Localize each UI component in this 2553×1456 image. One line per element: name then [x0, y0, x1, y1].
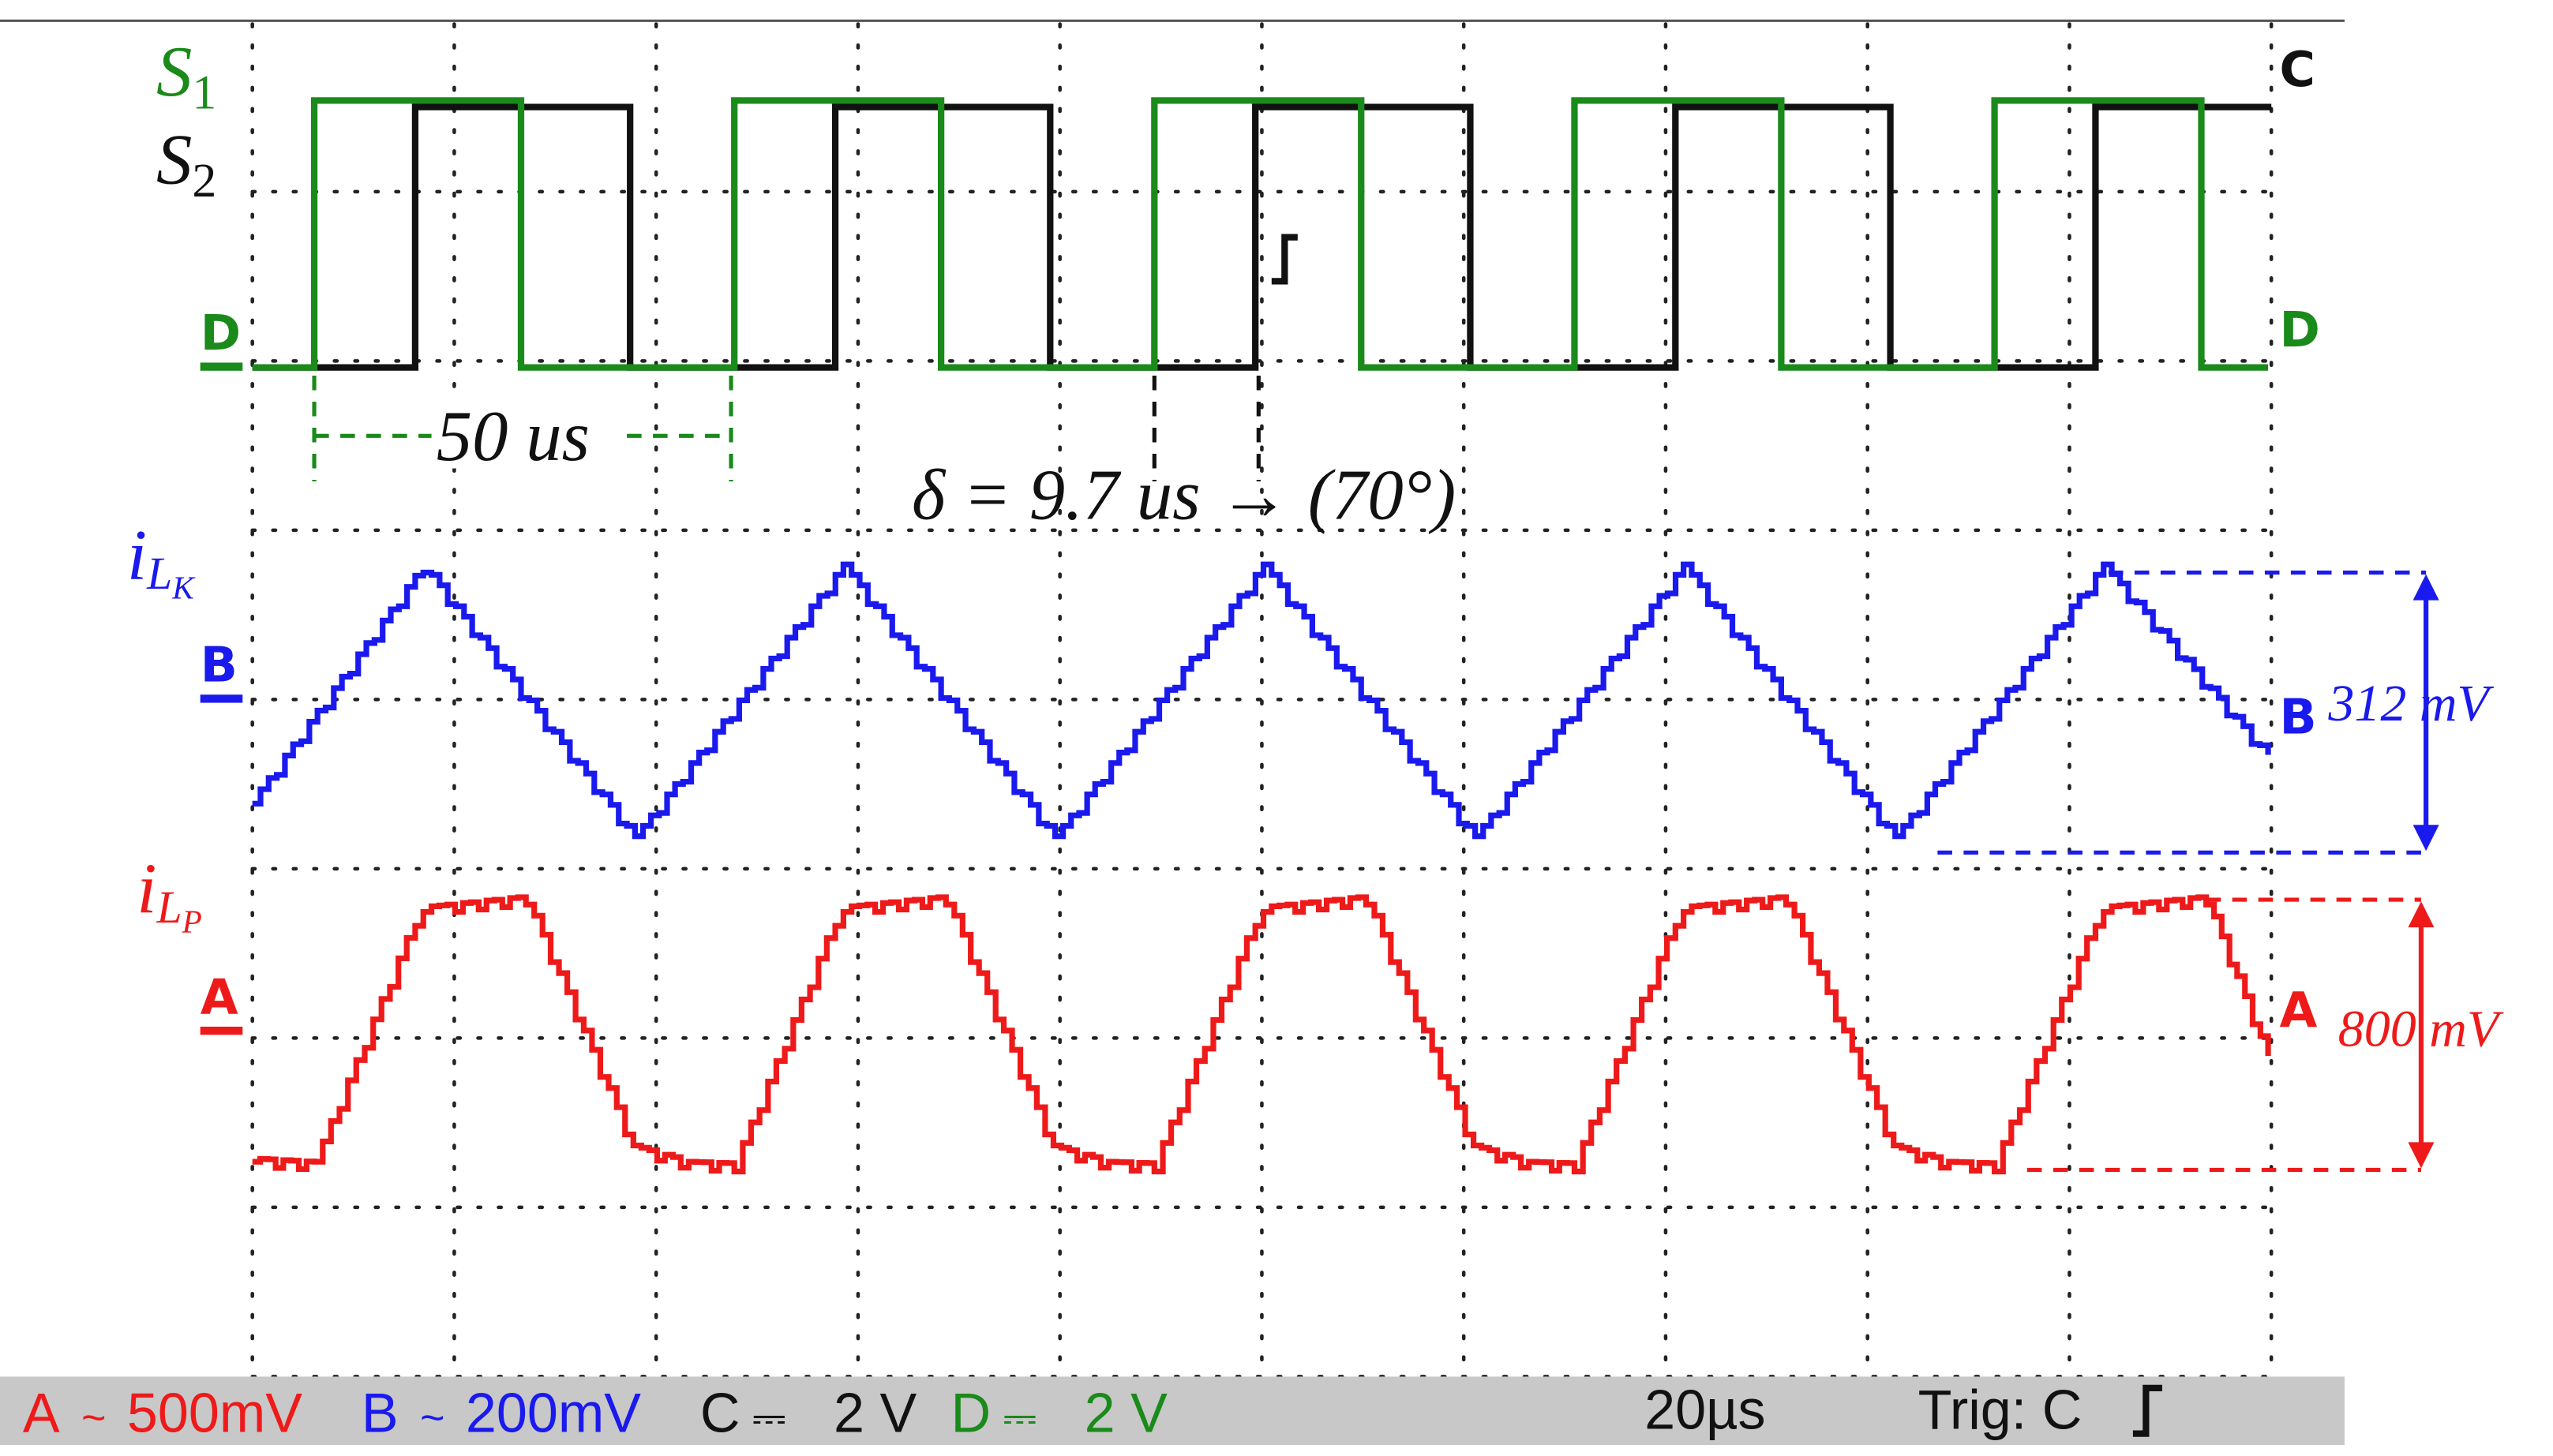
- channel-coupling: ~: [420, 1394, 444, 1442]
- grid: [250, 22, 2274, 1379]
- sub-subscript: P: [182, 903, 202, 939]
- symbol: i: [127, 515, 147, 595]
- trace-s2: [252, 103, 2272, 371]
- status-bar: [0, 1376, 2345, 1446]
- trace-ilk: [252, 561, 2271, 840]
- channel-coupling: ⎓: [1003, 1393, 1037, 1443]
- subscript: 2: [192, 154, 216, 208]
- amplitude-arrows: [2408, 574, 2439, 1169]
- marker-right-a: A: [2280, 982, 2318, 1039]
- marker-left-b: B: [201, 637, 238, 694]
- channel-scale: 2 V: [1085, 1383, 1168, 1444]
- trace-s1: [252, 97, 2269, 371]
- symbol: S: [156, 120, 192, 200]
- subscript: L: [146, 549, 172, 599]
- trace-ilp: [252, 894, 2271, 1175]
- amplitude-b-marker: [1937, 570, 2427, 855]
- marker-left-d-bar: [200, 362, 243, 371]
- marker-right-b: B: [2280, 689, 2317, 746]
- delta-label: δ = 9.7 us → (70°): [912, 455, 1456, 534]
- marker-left-b-bar: [200, 694, 243, 703]
- subscript: 1: [192, 66, 216, 120]
- marker-left-a-bar: [200, 1026, 243, 1035]
- subscript: L: [156, 883, 182, 933]
- timebase: 20µs: [1644, 1379, 1765, 1440]
- marker-right-d: D: [2280, 301, 2320, 358]
- symbol: i: [137, 849, 156, 929]
- delta-marker: [1152, 375, 1261, 482]
- period-label-bg: [433, 399, 620, 469]
- marker-left-d: D: [201, 305, 241, 361]
- channel-name: C: [700, 1383, 740, 1444]
- trigger-icon: [1271, 234, 1298, 285]
- channel-name: B: [362, 1383, 399, 1444]
- amplitude-a-marker: [2026, 897, 2421, 1173]
- trigger: Trig: C: [1918, 1379, 2083, 1440]
- symbol: S: [156, 32, 192, 111]
- marker-left-a: A: [201, 968, 238, 1025]
- s1-label: S1: [156, 32, 216, 120]
- channel-name: A: [23, 1383, 60, 1444]
- amplitude-a-label: 800 mV: [2338, 1001, 2504, 1058]
- s2-label: S2: [156, 120, 216, 208]
- trigger-slope-icon: [2132, 1384, 2162, 1437]
- ilp-label: iLP: [137, 849, 202, 940]
- channel-name: D: [951, 1383, 992, 1444]
- annotation-lines: [312, 375, 2427, 1173]
- waveforms: [252, 97, 2272, 1175]
- status-channels: A ~ 500mV B ~ 200mV C ⎓ 2 V D ⎓ 2 V 20µs…: [23, 1379, 2082, 1443]
- channel-coupling: ~: [81, 1394, 106, 1442]
- amplitude-b-label: 312 mV: [2327, 675, 2494, 732]
- marker-right-c: C: [2280, 41, 2315, 98]
- ilk-label: iLK: [127, 515, 196, 606]
- period-label: 50 us: [437, 396, 590, 476]
- channel-scale: 500mV: [127, 1383, 302, 1444]
- period-marker: [312, 375, 733, 482]
- channel-scale: 200mV: [466, 1383, 641, 1444]
- channel-coupling: ⎓: [752, 1393, 786, 1443]
- channel-scale: 2 V: [834, 1383, 917, 1444]
- sub-subscript: K: [171, 570, 196, 606]
